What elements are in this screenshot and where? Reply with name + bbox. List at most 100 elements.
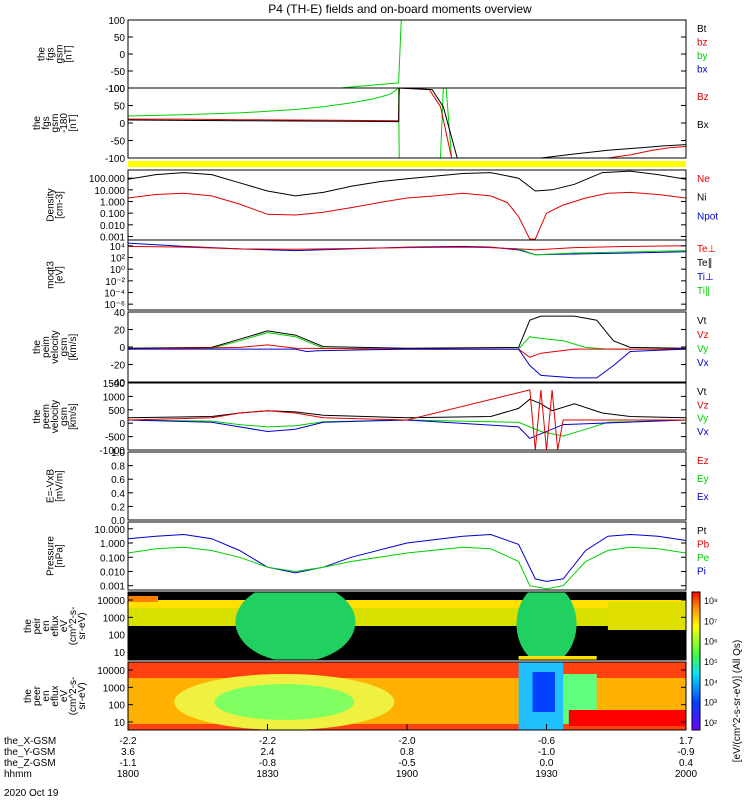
y-axis-label-line: the bbox=[32, 116, 43, 130]
legend-entry: Vz bbox=[697, 400, 709, 411]
y-tick-label: 10 bbox=[114, 718, 126, 729]
y-tick-label: 1000 bbox=[103, 613, 126, 624]
colorbar-tick-label: 10⁶ bbox=[704, 637, 718, 647]
date-label: 2020 Oct 19 bbox=[4, 788, 59, 799]
spectrogram-peer-eflux bbox=[128, 662, 686, 730]
y-axis-label-line: gsm bbox=[50, 114, 61, 133]
flux-blue-core bbox=[532, 672, 555, 712]
x-axis: the_X-GSM -2.2 -2.2 -2.0 -0.6 1.7 the_Y-GSM 3.6… bbox=[4, 724, 698, 799]
y-tick-label: 1000 bbox=[103, 683, 126, 694]
y-tick-label: 0.001 bbox=[100, 232, 125, 243]
panel-frame bbox=[127, 87, 687, 159]
y-axis-label-line: gsm bbox=[59, 338, 70, 357]
y-axis-label: moqt3[eV] bbox=[46, 261, 66, 289]
panel-frame bbox=[127, 169, 687, 241]
y-axis-label-line: eV bbox=[59, 620, 70, 633]
panel-frame bbox=[127, 382, 687, 451]
y-tick-label: 100 bbox=[108, 16, 125, 27]
series-Vt-line bbox=[128, 398, 686, 419]
x-axis-value: -0.6 bbox=[538, 736, 556, 747]
y-axis-label-line: the bbox=[23, 689, 34, 703]
y-tick-label: 10⁻⁶ bbox=[104, 300, 125, 311]
quality-flag-bar bbox=[128, 161, 686, 167]
series-Te-line bbox=[128, 245, 686, 251]
y-tick-label: 0.100 bbox=[100, 209, 125, 220]
y-axis-label-line: velocity bbox=[50, 330, 61, 363]
legend-entry: Vx bbox=[697, 358, 709, 369]
series-Vx-line bbox=[128, 419, 686, 439]
legend-entry: Te⊥ bbox=[697, 244, 716, 255]
series-Ni-line bbox=[128, 170, 686, 197]
legend-entry: Ti⊥ bbox=[697, 272, 714, 283]
y-tick-label: 10000 bbox=[97, 666, 125, 677]
y-axis-label-line: [nPa] bbox=[55, 544, 66, 568]
y-axis-label-line: [km/s] bbox=[68, 403, 79, 430]
series-Pe-line bbox=[128, 546, 686, 590]
x-axis-value: 2.4 bbox=[261, 747, 275, 758]
panel-peer-eflux: 10000 1000 100 10 thepeerenefluxeV(cm^2-s-sr… bbox=[23, 661, 687, 731]
legend-entry: Pe bbox=[697, 553, 710, 564]
y-axis-label-line: peir bbox=[32, 617, 43, 634]
y-tick-label: 10⁻⁴ bbox=[104, 289, 125, 300]
y-tick-label: -100 bbox=[105, 84, 125, 95]
y-tick-label: 0.6 bbox=[111, 475, 125, 486]
y-axis-label-line: en bbox=[41, 620, 52, 631]
series-Bt-line bbox=[128, 88, 686, 158]
y-tick-label: 10⁴ bbox=[110, 242, 125, 253]
x-axis-value: 2000 bbox=[675, 769, 698, 780]
flux-orange-corner bbox=[128, 596, 158, 602]
y-axis-label-line: gsm bbox=[59, 407, 70, 426]
x-axis-value: -1.0 bbox=[538, 747, 556, 758]
y-axis-label-line: eV bbox=[59, 690, 70, 703]
panel-peir-eflux: 10000 1000 100 10 thepeirenefluxeV(cm^2-s-sr… bbox=[23, 591, 687, 661]
y-tick-label: 0 bbox=[119, 343, 125, 354]
y-tick-label: -500 bbox=[105, 433, 125, 444]
x-axis-value: -0.8 bbox=[259, 758, 277, 769]
colorbar bbox=[691, 591, 701, 731]
flux-blob-2 bbox=[516, 592, 577, 660]
y-tick-label: 10.000 bbox=[94, 186, 125, 197]
y-axis-label-line: peem bbox=[41, 404, 52, 429]
legend-entry: Ni bbox=[697, 193, 706, 204]
y-axis-label-line: peim bbox=[41, 336, 52, 358]
figure-title: P4 (TH-E) fields and on-board moments ov… bbox=[268, 2, 532, 16]
series-Ti∥-line bbox=[518, 248, 686, 256]
flux-blob-1 bbox=[235, 592, 356, 660]
y-tick-label: 100.000 bbox=[89, 174, 126, 185]
y-axis-label-line: [eV] bbox=[55, 266, 66, 284]
panel-stack: 100500-50-100thefgsgsm[nT]Btbzbybx100500… bbox=[23, 16, 743, 762]
panel-pressure: 10.0001.0000.1000.0100.001Pressure[nPa]P… bbox=[46, 521, 710, 593]
series-Vx-line bbox=[128, 348, 686, 379]
y-axis-label: E=-VxB[mV/m] bbox=[46, 469, 66, 504]
colorbar-tick-label: 10⁸ bbox=[704, 596, 718, 606]
colorbar-tick-label: 10⁷ bbox=[704, 616, 717, 626]
panel-frame bbox=[127, 591, 687, 661]
flux-band-right bbox=[607, 602, 686, 630]
y-tick-label: 0 bbox=[119, 119, 125, 130]
x-axis-value: -2.0 bbox=[398, 736, 416, 747]
legend-entry: bz bbox=[697, 38, 708, 49]
y-tick-label: 500 bbox=[108, 406, 125, 417]
y-axis-label-line: sr-eV) bbox=[77, 682, 88, 709]
legend-entry: Vy bbox=[697, 344, 708, 355]
panel-peem-velocity: 1500 1000 500 0 -500 -1000 thepeemvelocitygsm[… bbox=[32, 379, 709, 457]
legend-entry: Npot bbox=[697, 211, 718, 222]
x-axis-value: 3.6 bbox=[121, 747, 135, 758]
y-axis-label-line: the bbox=[23, 619, 34, 633]
legend-entry: Bz bbox=[697, 92, 709, 103]
y-tick-label: 0.8 bbox=[111, 462, 125, 473]
flux-bottom-strip bbox=[518, 656, 597, 660]
x-axis-value: 1930 bbox=[535, 769, 558, 780]
flux-band-top bbox=[128, 600, 686, 608]
y-tick-label: 0 bbox=[119, 419, 125, 430]
panel-frame bbox=[127, 451, 687, 521]
x-axis-value: 0.8 bbox=[400, 747, 414, 758]
y-axis-label-line: [nT] bbox=[64, 45, 75, 62]
